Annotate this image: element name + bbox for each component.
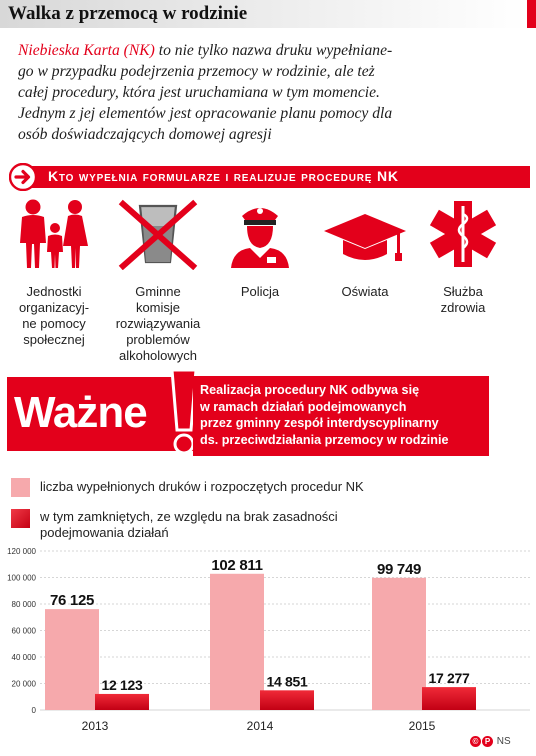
important-info-box	[193, 376, 489, 456]
publisher-logo: © P NS	[470, 736, 511, 747]
legend-label-total: liczba wypełnionych druków i rozpoczętyc…	[40, 479, 364, 494]
institution-label: Jednostki organizacyj- ne pomocy społecz…	[18, 284, 90, 347]
intro-line-1: Niebieska Karta (NK) to nie tylko nazwa …	[18, 40, 523, 61]
intro-paragraph: Niebieska Karta (NK) to nie tylko nazwa …	[18, 40, 523, 145]
page-title: Walka z przemocą w rodzinie	[8, 3, 248, 24]
institution-label: Służba zdrowia	[440, 284, 486, 315]
section-header: Kto wypełnia formularze i realizuje proc…	[48, 168, 399, 184]
intro-line-3: całej procedury, która jest uruchamiana …	[18, 84, 380, 101]
important-text: Realizacja procedury NK odbywa się w ram…	[200, 383, 449, 447]
x-tick-label: 2014	[247, 719, 274, 733]
intro-line-4: Jednym z jej elementów jest opracowanie …	[18, 105, 393, 122]
legend-label-closed: w tym zamkniętych, ze względu na brak za…	[40, 509, 338, 540]
institution-alcohol-commission: Gminne komisje rozwiązywania problemów a…	[106, 198, 210, 364]
bar	[260, 690, 314, 710]
y-tick-label: 80 000	[12, 600, 37, 609]
data-label: 14 851	[266, 673, 308, 689]
bar	[210, 573, 264, 710]
institution-label: Gminne komisje rozwiązywania problemów a…	[115, 284, 201, 363]
y-tick-label: 0	[32, 706, 37, 715]
x-tick-label: 2013	[82, 719, 109, 733]
data-label: 102 811	[211, 557, 262, 574]
y-tick-label: 100 000	[7, 574, 36, 583]
data-label: 99 749	[377, 561, 421, 578]
title-accent	[527, 0, 536, 28]
y-tick-label: 40 000	[12, 653, 37, 662]
important-word: Ważne	[14, 388, 148, 437]
bar	[95, 693, 149, 710]
institution-social-welfare: Jednostki organizacyj- ne pomocy społecz…	[2, 198, 106, 348]
institution-education: Oświata	[313, 198, 417, 300]
data-label: 76 125	[50, 592, 94, 609]
y-tick-label: 20 000	[12, 680, 37, 689]
section-header-bar	[26, 166, 530, 188]
x-tick-label: 2015	[409, 719, 436, 733]
y-tick-label: 120 000	[7, 548, 36, 556]
institution-label: Policja	[240, 284, 280, 299]
no-alcohol-icon	[118, 199, 198, 270]
intro-highlight: Niebieska Karta (NK)	[18, 42, 155, 59]
arrow-right-icon	[9, 163, 37, 191]
intro-line-1-rest: to nie tylko nazwa druku wypełniane-	[154, 42, 393, 59]
graduation-cap-icon	[324, 214, 406, 261]
intro-line-2: go w przypadku podejrzenia przemocy w ro…	[18, 63, 375, 80]
bar	[372, 577, 426, 710]
intro-line-5: osób doświadczających domowej agresji	[18, 126, 272, 143]
institution-health-service: Służba zdrowia	[411, 198, 515, 316]
family-icon	[20, 199, 88, 268]
legend-swatch-total	[11, 478, 30, 497]
title-bar	[0, 0, 527, 28]
data-label: 17 277	[428, 670, 470, 686]
bar-chart: 0 20 000 40 000 60 000 80 000 100 000 120 000 7…	[7, 548, 530, 733]
exclamation-icon	[170, 368, 198, 455]
legend-swatch-closed	[11, 509, 30, 528]
police-officer-icon	[231, 208, 289, 268]
institution-police: Policja	[208, 198, 312, 300]
bar	[45, 609, 99, 710]
important-badge	[7, 377, 193, 451]
star-of-life-icon	[429, 201, 497, 267]
institution-label: Oświata	[341, 284, 389, 299]
bar	[422, 687, 476, 710]
data-label: 12 123	[101, 677, 143, 693]
y-tick-label: 60 000	[12, 627, 37, 636]
